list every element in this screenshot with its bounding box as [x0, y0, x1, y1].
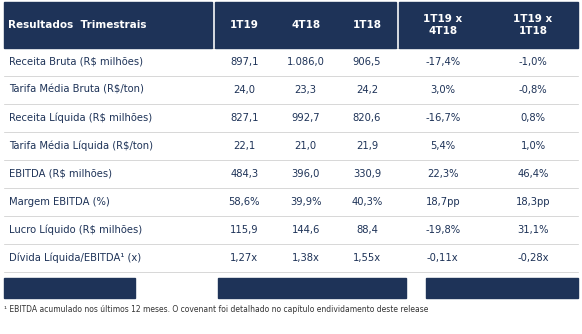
- Text: Tarifa Média Líquida (R$/ton): Tarifa Média Líquida (R$/ton): [9, 141, 153, 151]
- Text: 906,5: 906,5: [353, 57, 381, 67]
- Bar: [4, 278, 135, 298]
- Text: 24,2: 24,2: [356, 85, 378, 95]
- Text: 330,9: 330,9: [353, 169, 381, 179]
- Text: 1T19 x
1T18: 1T19 x 1T18: [513, 14, 552, 36]
- Text: 46,4%: 46,4%: [517, 169, 549, 179]
- Text: Tarifa Média Bruta (R$/ton): Tarifa Média Bruta (R$/ton): [9, 85, 144, 95]
- Text: Resultados  Trimestrais: Resultados Trimestrais: [8, 20, 147, 30]
- Text: 0,8%: 0,8%: [520, 113, 545, 123]
- Text: Dívida Líquida/EBITDA¹ (x): Dívida Líquida/EBITDA¹ (x): [9, 253, 141, 263]
- Text: -16,7%: -16,7%: [425, 113, 460, 123]
- Text: 992,7: 992,7: [292, 113, 320, 123]
- Text: Lucro Líquido (R$ milhões): Lucro Líquido (R$ milhões): [9, 225, 142, 235]
- Text: Margem EBITDA (%): Margem EBITDA (%): [9, 197, 110, 207]
- Text: 88,4: 88,4: [356, 225, 378, 235]
- Text: 21,0: 21,0: [294, 141, 317, 151]
- Text: 1.086,0: 1.086,0: [287, 57, 325, 67]
- Text: -17,4%: -17,4%: [425, 57, 460, 67]
- Bar: [218, 278, 406, 298]
- Bar: [399, 2, 578, 48]
- Text: 21,9: 21,9: [356, 141, 378, 151]
- Text: 5,4%: 5,4%: [430, 141, 455, 151]
- Text: 22,1: 22,1: [233, 141, 255, 151]
- Text: 1T18: 1T18: [353, 20, 382, 30]
- Text: 39,9%: 39,9%: [290, 197, 321, 207]
- Text: Receita Bruta (R$ milhões): Receita Bruta (R$ milhões): [9, 57, 143, 67]
- Text: 897,1: 897,1: [230, 57, 258, 67]
- Text: -19,8%: -19,8%: [425, 225, 460, 235]
- Text: 31,1%: 31,1%: [517, 225, 549, 235]
- Text: 1,0%: 1,0%: [520, 141, 545, 151]
- Text: 1,55x: 1,55x: [353, 253, 381, 263]
- Text: 1,38x: 1,38x: [292, 253, 320, 263]
- Text: 4T18: 4T18: [291, 20, 320, 30]
- Text: ¹ EBITDA acumulado nos últimos 12 meses. O covenant foi detalhado no capítulo en: ¹ EBITDA acumulado nos últimos 12 meses.…: [4, 305, 428, 314]
- Text: 827,1: 827,1: [230, 113, 258, 123]
- Text: EBITDA (R$ milhões): EBITDA (R$ milhões): [9, 169, 112, 179]
- Text: 58,6%: 58,6%: [229, 197, 260, 207]
- Text: 40,3%: 40,3%: [352, 197, 383, 207]
- Text: Receita Líquida (R$ milhões): Receita Líquida (R$ milhões): [9, 113, 152, 123]
- Bar: [426, 278, 578, 298]
- Text: 1T19: 1T19: [230, 20, 258, 30]
- Text: 484,3: 484,3: [230, 169, 258, 179]
- Text: 115,9: 115,9: [230, 225, 258, 235]
- Text: -0,28x: -0,28x: [517, 253, 549, 263]
- Text: 1,27x: 1,27x: [230, 253, 258, 263]
- Text: 22,3%: 22,3%: [427, 169, 459, 179]
- Text: -0,8%: -0,8%: [519, 85, 547, 95]
- Text: 1T19 x
4T18: 1T19 x 4T18: [423, 14, 463, 36]
- Text: 24,0: 24,0: [233, 85, 255, 95]
- Bar: [215, 2, 396, 48]
- Text: -0,11x: -0,11x: [427, 253, 459, 263]
- Text: 820,6: 820,6: [353, 113, 381, 123]
- Text: 144,6: 144,6: [292, 225, 320, 235]
- Bar: [4, 2, 212, 48]
- Text: -1,0%: -1,0%: [519, 57, 547, 67]
- Text: 23,3: 23,3: [294, 85, 317, 95]
- Text: 18,3pp: 18,3pp: [516, 197, 550, 207]
- Text: 396,0: 396,0: [292, 169, 320, 179]
- Text: 18,7pp: 18,7pp: [425, 197, 460, 207]
- Text: 3,0%: 3,0%: [430, 85, 455, 95]
